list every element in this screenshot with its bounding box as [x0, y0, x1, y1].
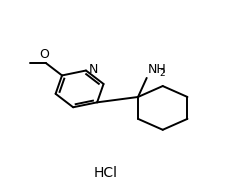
Text: N: N: [89, 63, 98, 76]
Text: O: O: [39, 48, 49, 61]
Text: HCl: HCl: [93, 166, 117, 180]
Text: NH: NH: [147, 63, 166, 76]
Text: 2: 2: [159, 69, 165, 78]
